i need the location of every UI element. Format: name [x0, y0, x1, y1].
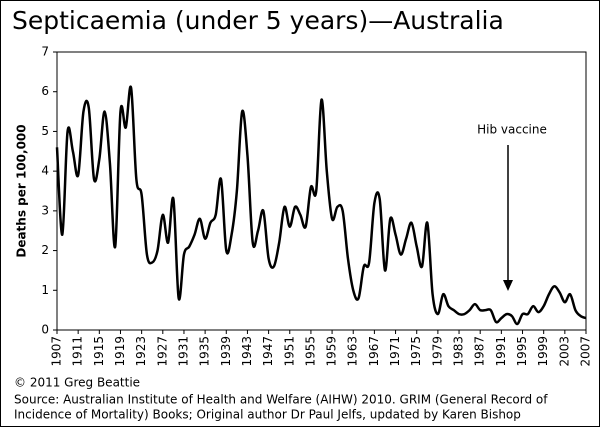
y-tick-label: 0 [41, 323, 49, 337]
x-tick-label: 1971 [388, 336, 402, 367]
x-tick-label: 1959 [325, 336, 339, 367]
credit: © 2011 Greg Beattie [14, 376, 140, 390]
x-tick-label: 1979 [430, 336, 444, 367]
x-tick-label: 1967 [367, 336, 381, 367]
y-tick-label: 1 [41, 283, 49, 297]
x-tick-label: 1983 [452, 336, 466, 367]
x-tick-label: 1939 [219, 336, 233, 367]
x-tick-label: 1943 [240, 336, 254, 367]
y-tick-label: 3 [41, 203, 49, 217]
x-tick-label: 1999 [536, 336, 550, 367]
annotation: Hib vaccine [477, 123, 547, 137]
x-tick-label: 1935 [198, 336, 212, 367]
x-tick-label: 1951 [282, 336, 296, 367]
x-tick-label: 2003 [557, 336, 571, 367]
source-line: Source: Australian Institute of Health a… [14, 393, 548, 407]
x-tick-label: 1995 [515, 336, 529, 367]
x-tick-label: 1911 [71, 336, 85, 367]
y-tick-label: 4 [41, 164, 49, 178]
chart-title: Septicaemia (under 5 years)—Australia [12, 6, 504, 35]
y-tick-label: 5 [41, 124, 49, 138]
arrow-head [503, 280, 513, 291]
y-tick-label: 6 [41, 84, 49, 98]
y-tick-label: 7 [41, 45, 49, 59]
x-tick-label: 1915 [92, 336, 106, 367]
x-tick-label: 1947 [261, 336, 275, 367]
x-tick-label: 1931 [176, 336, 190, 367]
line [55, 85, 587, 326]
x-tick-label: 1975 [409, 336, 423, 367]
y-axis-label: Deaths per 100,000 [15, 124, 29, 257]
x-tick-label: 2007 [579, 336, 593, 367]
x-tick-label: 1955 [303, 336, 317, 367]
x-tick-label: 1923 [134, 336, 148, 367]
x-tick-label: 1927 [155, 336, 169, 367]
x-tick-label: 1991 [494, 336, 508, 367]
source-line: Incidence of Mortality) Books; Original … [14, 408, 521, 422]
x-tick-label: 1963 [346, 336, 360, 367]
y-tick-label: 2 [41, 243, 49, 257]
x-tick-label: 1919 [113, 336, 127, 367]
plot-area [56, 51, 587, 331]
x-tick-label: 1987 [473, 336, 487, 367]
x-tick-label: 1907 [50, 336, 64, 367]
